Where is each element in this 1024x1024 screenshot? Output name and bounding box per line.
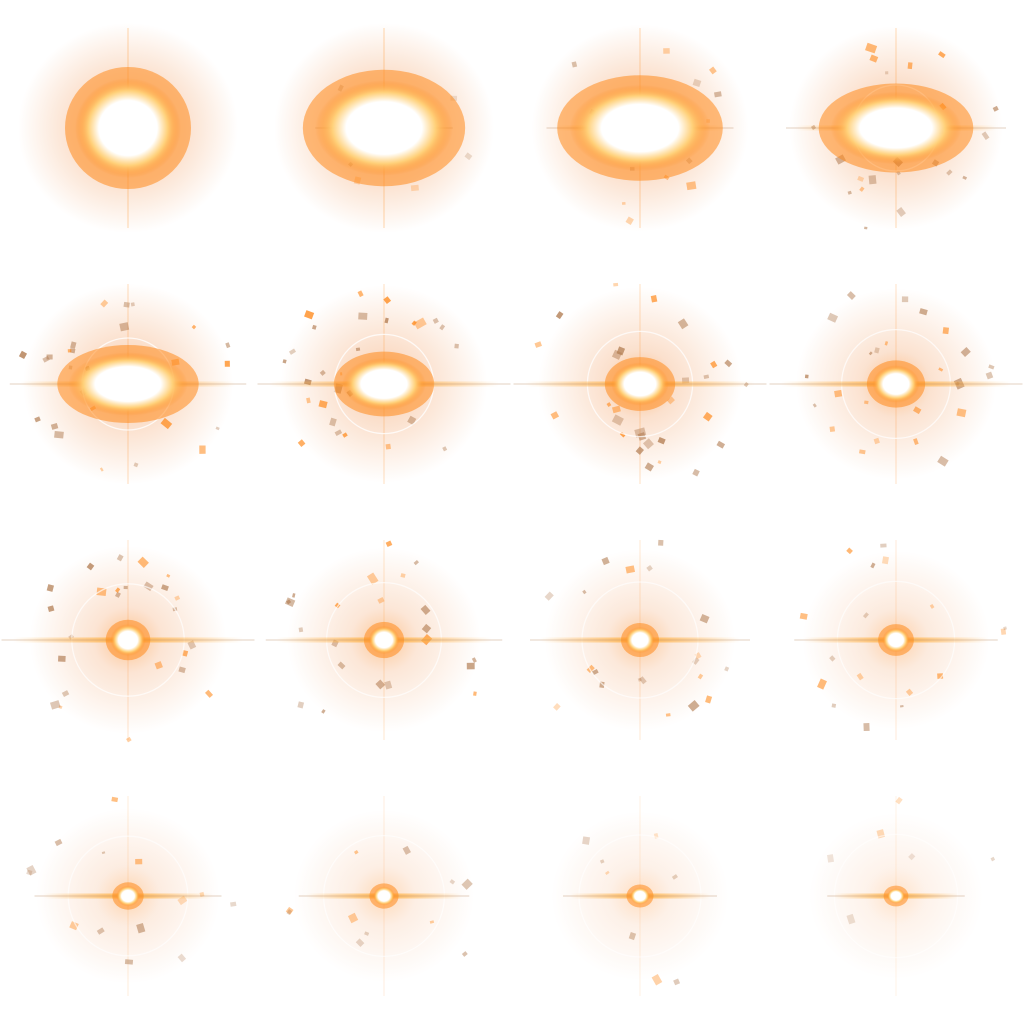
explosion-frame-graphic <box>274 23 494 233</box>
explosion-frame-graphic <box>513 282 767 484</box>
core-center <box>380 636 388 644</box>
debris-particles <box>804 291 995 467</box>
core-center <box>890 122 902 134</box>
core-center <box>122 122 134 134</box>
explosion-frame-graphic <box>1 540 255 743</box>
sprite-frame-8 <box>768 256 1024 512</box>
sprite-frame-4 <box>768 0 1024 256</box>
core-center <box>636 892 644 900</box>
sprite-frame-2 <box>256 0 512 256</box>
explosion-frame-graphic <box>26 796 237 996</box>
core-center <box>636 636 644 644</box>
sprite-frame-7 <box>512 256 768 512</box>
sprite-frame-3 <box>512 0 768 256</box>
core-center <box>892 636 900 644</box>
core-center <box>124 892 132 900</box>
explosion-frame-graphic <box>769 284 1023 484</box>
explosion-frame-graphic <box>531 24 749 232</box>
sprite-frame-13 <box>0 768 256 1024</box>
debris-particles <box>544 539 730 717</box>
sprite-frame-9 <box>0 512 256 768</box>
core-center <box>892 380 900 388</box>
sprite-frame-1 <box>0 0 256 256</box>
explosion-frame-graphic <box>285 796 475 996</box>
sprite-frame-11 <box>512 512 768 768</box>
core-center <box>124 636 132 644</box>
sprite-frame-12 <box>768 512 1024 768</box>
sprite-frame-14 <box>256 768 512 1024</box>
debris-particles <box>285 845 473 957</box>
explosion-frame-graphic <box>265 540 503 740</box>
debris-particles <box>799 543 1007 732</box>
sprite-frame-15 <box>512 768 768 1024</box>
explosion-frame-graphic <box>794 540 1007 740</box>
core-center <box>634 122 646 134</box>
core-center <box>123 379 133 389</box>
sprite-frame-16 <box>768 768 1024 1024</box>
debris-particles <box>284 540 477 714</box>
explosion-frame-graphic <box>530 539 750 740</box>
explosion-frame-graphic <box>551 796 729 996</box>
core-center <box>892 892 900 900</box>
sprite-frame-6 <box>256 256 512 512</box>
core-center <box>380 892 388 900</box>
core-center <box>379 379 389 389</box>
sprite-frame-10 <box>256 512 512 768</box>
core-center <box>635 379 645 389</box>
explosion-frame-graphic <box>9 283 247 485</box>
sprite-frame-5 <box>0 256 256 512</box>
explosion-frame-graphic <box>18 23 238 233</box>
explosion-frame-graphic <box>809 796 996 996</box>
explosion-frame-graphic <box>257 284 511 484</box>
explosion-frame-graphic <box>786 26 1006 230</box>
debris-particles <box>534 282 749 477</box>
core-center <box>378 122 390 134</box>
